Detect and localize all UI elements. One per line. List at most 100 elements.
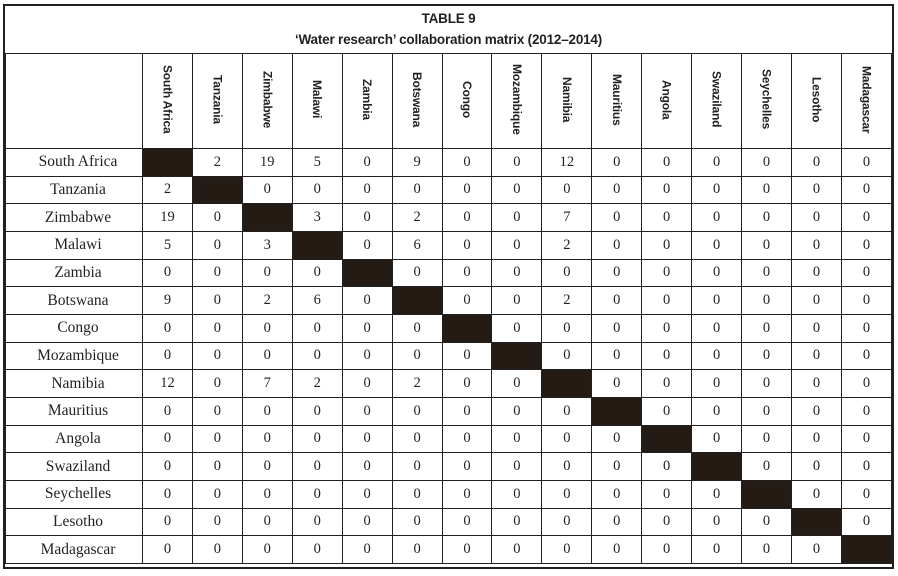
matrix-cell: 0 [641,258,693,288]
row-header-malawi: Malawi [5,230,143,260]
matrix-cell: 0 [641,175,693,205]
matrix-cell: 0 [341,341,393,371]
diagonal-cell [341,258,393,288]
matrix-cell: 0 [591,369,643,398]
matrix-cell: 0 [541,479,593,509]
matrix-cell: 0 [142,535,193,564]
row-header-lesotho: Lesotho [5,507,143,537]
matrix-cell: 0 [191,313,243,343]
matrix-cell: 0 [591,286,643,315]
matrix-cell: 0 [840,424,893,454]
matrix-cell: 0 [341,286,393,315]
matrix-cell: 0 [840,396,893,426]
matrix-cell: 0 [441,424,493,454]
matrix-cell: 0 [741,148,792,177]
matrix-cell: 0 [741,313,792,343]
matrix-cell: 0 [441,286,493,315]
matrix-cell: 0 [641,203,693,232]
diagonal-cell [291,230,343,260]
matrix-cell: 6 [391,230,443,260]
table-caption: TABLE 9 ‘Water research’ collaboration m… [5,6,892,53]
row-header-angola: Angola [5,424,143,454]
column-header-label: Malawi [310,80,325,119]
matrix-cell: 0 [441,369,493,398]
matrix-cell: 0 [591,148,643,177]
diagonal-cell [391,286,443,315]
column-header-south-africa: South Africa [142,53,193,149]
matrix-row-malawi: Malawi 5 0 3 0 6 0 0 2 0 0 0 0 0 0 [5,230,893,260]
matrix-cell: 0 [391,479,443,509]
matrix-cell: 0 [241,479,293,509]
column-header-label: Mozambique [509,64,524,135]
matrix-row-swaziland: Swaziland 0 0 0 0 0 0 0 0 0 0 0 0 0 0 [5,452,893,481]
matrix-cell: 0 [790,203,842,232]
diagonal-cell [541,369,593,398]
column-header-congo: Congo [441,53,493,149]
column-header-lesotho: Lesotho [790,53,842,149]
table-figure: TABLE 9 ‘Water research’ collaboration m… [3,4,894,569]
matrix-cell: 0 [591,507,643,537]
matrix-cell: 0 [241,175,293,205]
matrix-cell: 0 [391,424,443,454]
matrix-cell: 0 [541,175,593,205]
matrix-cell: 0 [840,203,893,232]
row-header-mozambique: Mozambique [5,341,143,371]
matrix-cell: 0 [391,396,443,426]
matrix-cell: 0 [491,175,543,205]
matrix-cell: 0 [641,535,693,564]
matrix-cell: 0 [391,452,443,481]
matrix-cell: 0 [491,479,543,509]
matrix-cell: 0 [741,369,792,398]
matrix-cell: 0 [840,507,893,537]
row-header-mauritius: Mauritius [5,396,143,426]
matrix-cell: 0 [441,507,493,537]
matrix-cell: 0 [840,479,893,509]
diagonal-cell [441,313,493,343]
matrix-cell: 0 [591,535,643,564]
matrix-cell: 0 [441,479,493,509]
matrix-cell: 0 [541,341,593,371]
matrix-cell: 0 [591,230,643,260]
matrix-cell: 0 [790,452,842,481]
matrix-cell: 0 [341,313,393,343]
matrix-cell: 0 [840,341,893,371]
diagonal-cell [591,396,643,426]
matrix-cell: 0 [341,230,393,260]
matrix-cell: 0 [591,341,643,371]
matrix-cell: 0 [741,258,792,288]
matrix-cell: 0 [741,230,792,260]
column-header-botswana: Botswana [391,53,443,149]
matrix-cell: 0 [691,424,743,454]
matrix-cell: 0 [191,341,243,371]
matrix-cell: 19 [142,203,193,232]
matrix-cell: 0 [741,203,792,232]
matrix-cell: 0 [741,452,792,481]
matrix-cell: 0 [391,535,443,564]
matrix-cell: 0 [391,258,443,288]
matrix-row-mozambique: Mozambique 0 0 0 0 0 0 0 0 0 0 0 0 0 0 [5,341,893,371]
matrix-cell: 0 [491,424,543,454]
matrix-cell: 0 [790,424,842,454]
matrix-cell: 0 [641,396,693,426]
matrix-cell: 2 [391,369,443,398]
column-header-label: Lesotho [809,76,824,123]
column-header-row: South Africa Tanzania Zimbabwe Malawi Zambia… [5,53,893,149]
matrix-cell: 0 [341,479,393,509]
matrix-cell: 0 [191,230,243,260]
matrix-cell: 0 [741,286,792,315]
matrix-cell: 0 [142,452,193,481]
row-header-seychelles: Seychelles [5,479,143,509]
matrix-cell: 0 [441,396,493,426]
matrix-cell: 0 [491,148,543,177]
matrix-cell: 0 [840,286,893,315]
row-header-swaziland: Swaziland [5,452,143,481]
matrix-row-botswana: Botswana 9 0 2 6 0 0 0 2 0 0 0 0 0 0 [5,286,893,315]
column-header-label: Zimbabwe [260,70,275,129]
column-header-angola: Angola [641,53,693,149]
matrix-cell: 0 [191,286,243,315]
matrix-cell: 0 [291,452,343,481]
matrix-cell: 0 [291,175,343,205]
matrix-row-mauritius: Mauritius 0 0 0 0 0 0 0 0 0 0 0 0 0 0 [5,396,893,426]
matrix-cell: 0 [341,369,393,398]
matrix-cell: 0 [591,452,643,481]
